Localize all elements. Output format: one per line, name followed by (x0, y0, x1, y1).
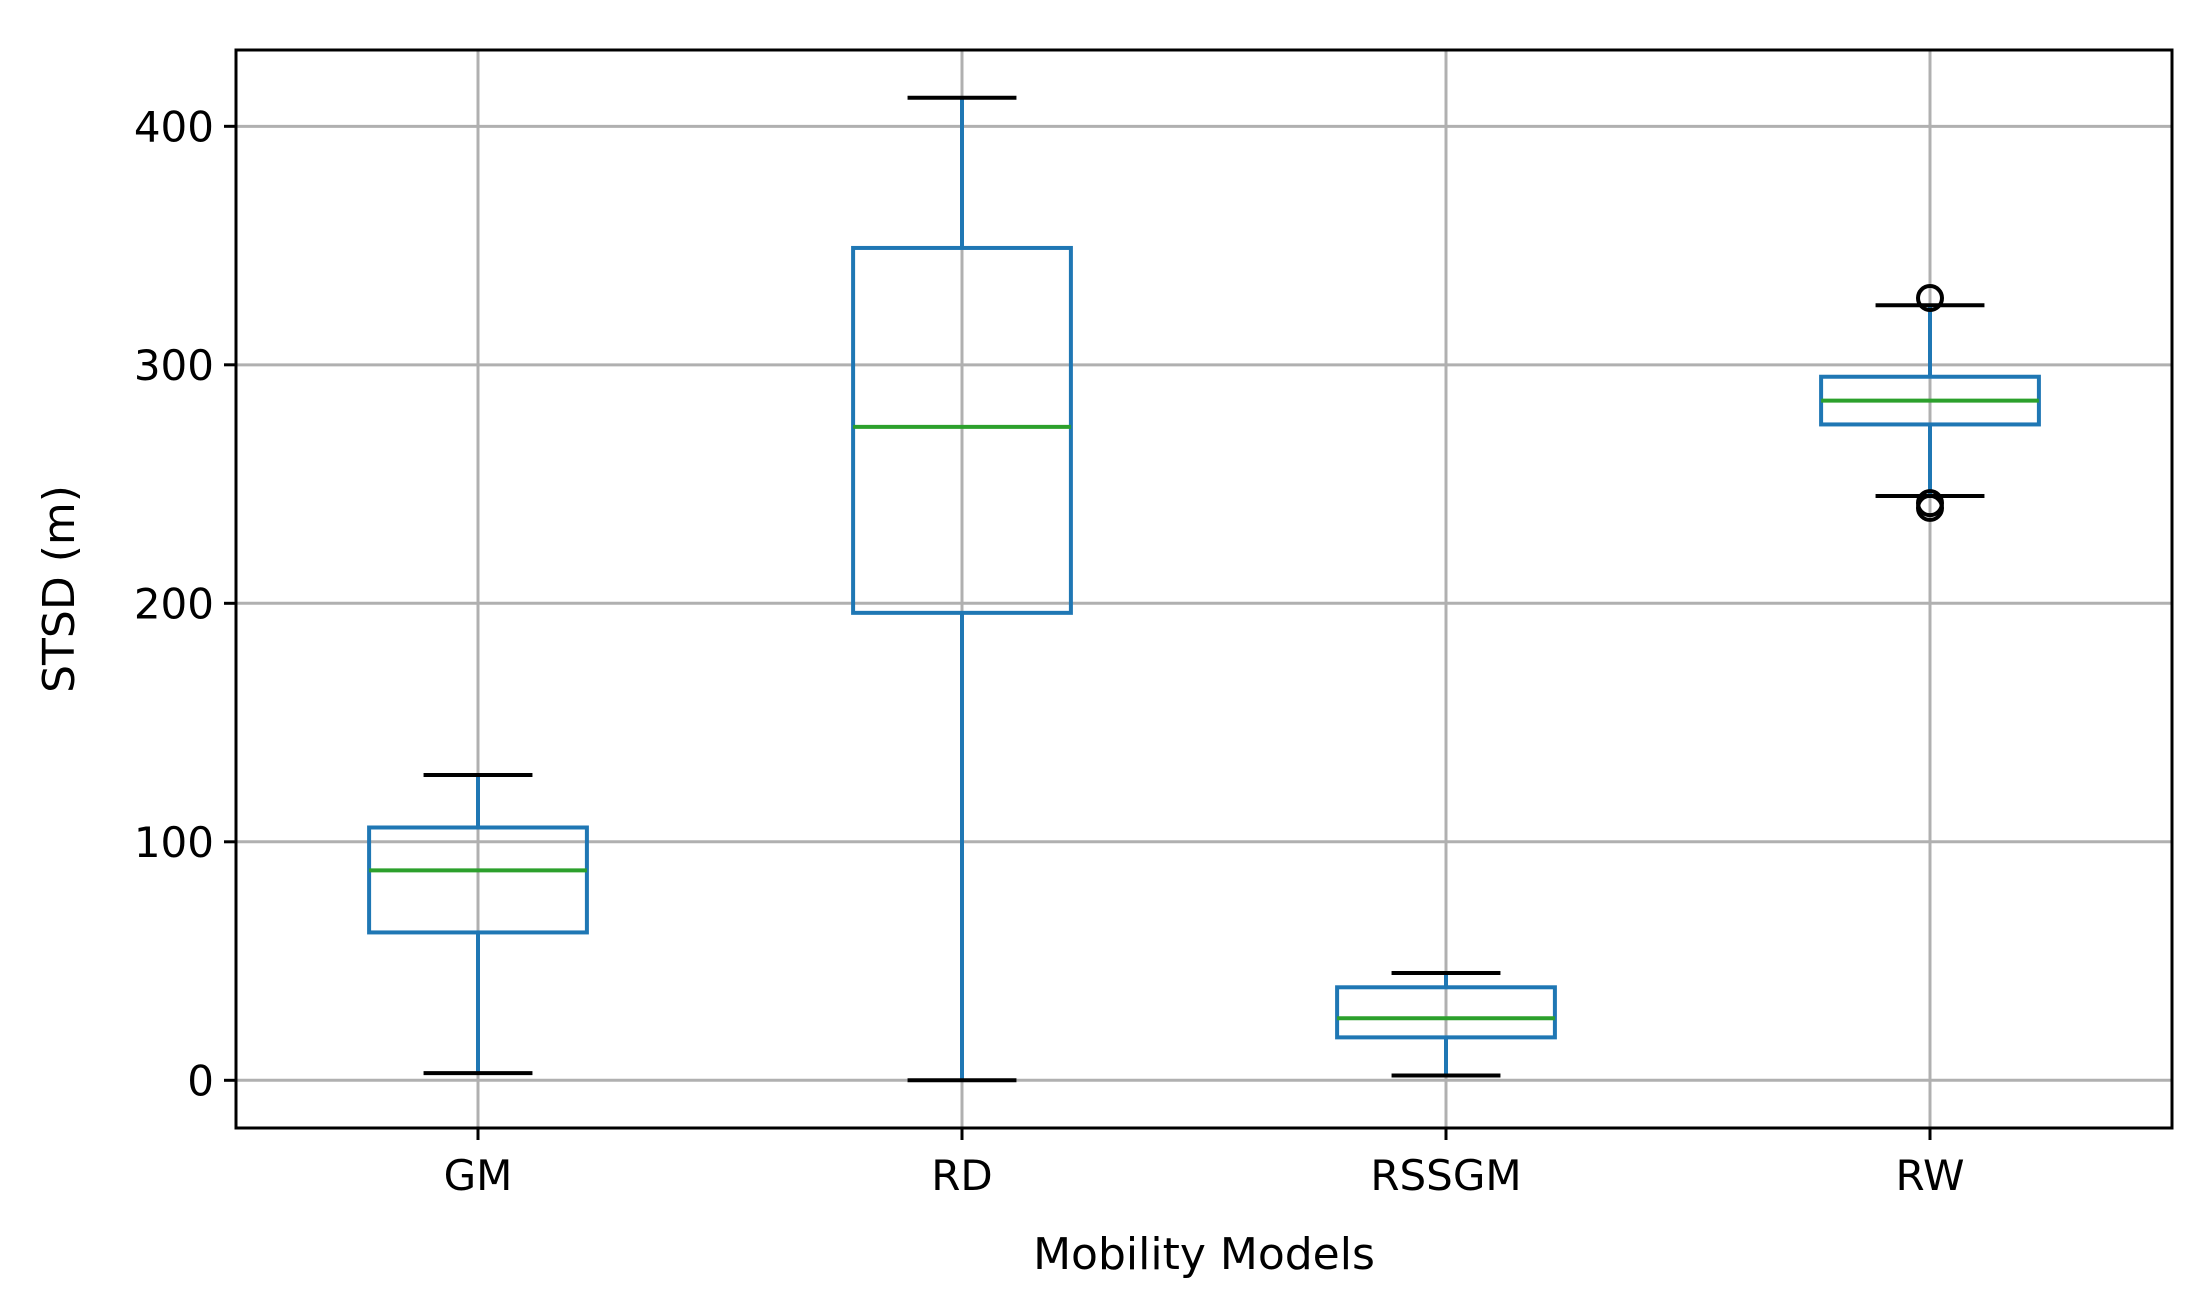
outlier-rw (1916, 493, 1944, 522)
y-tick-label: 200 (134, 579, 214, 628)
x-tick-label: RW (1895, 1151, 1964, 1200)
y-axis-label: STSD (m) (34, 485, 85, 693)
y-tick-label: 300 (134, 341, 214, 390)
x-tick-label: GM (444, 1151, 513, 1200)
box-rd (851, 95, 1073, 1083)
box-rssgm (1335, 970, 1557, 1078)
outlier-rw (1916, 284, 1944, 313)
axis-layer: 0 100 200 300 400 GM RD RSSGM RW (134, 102, 1965, 1200)
x-tick-label: RSSGM (1370, 1151, 1521, 1200)
plot-frame (234, 48, 2174, 1130)
grid-layer (236, 50, 2172, 1128)
y-tick-label: 0 (187, 1056, 214, 1105)
x-tick-label: RD (931, 1151, 993, 1200)
iqr-box-gm (367, 825, 589, 935)
y-tick-label: 100 (134, 818, 214, 867)
box-layer (367, 95, 2041, 1083)
iqr-box-rssgm (1335, 985, 1557, 1040)
box-rw (1819, 284, 2041, 522)
iqr-box-rd (851, 245, 1073, 615)
y-tick-label: 400 (134, 102, 214, 151)
x-axis-label: Mobility Models (1033, 1229, 1375, 1280)
box-gm (367, 773, 589, 1076)
